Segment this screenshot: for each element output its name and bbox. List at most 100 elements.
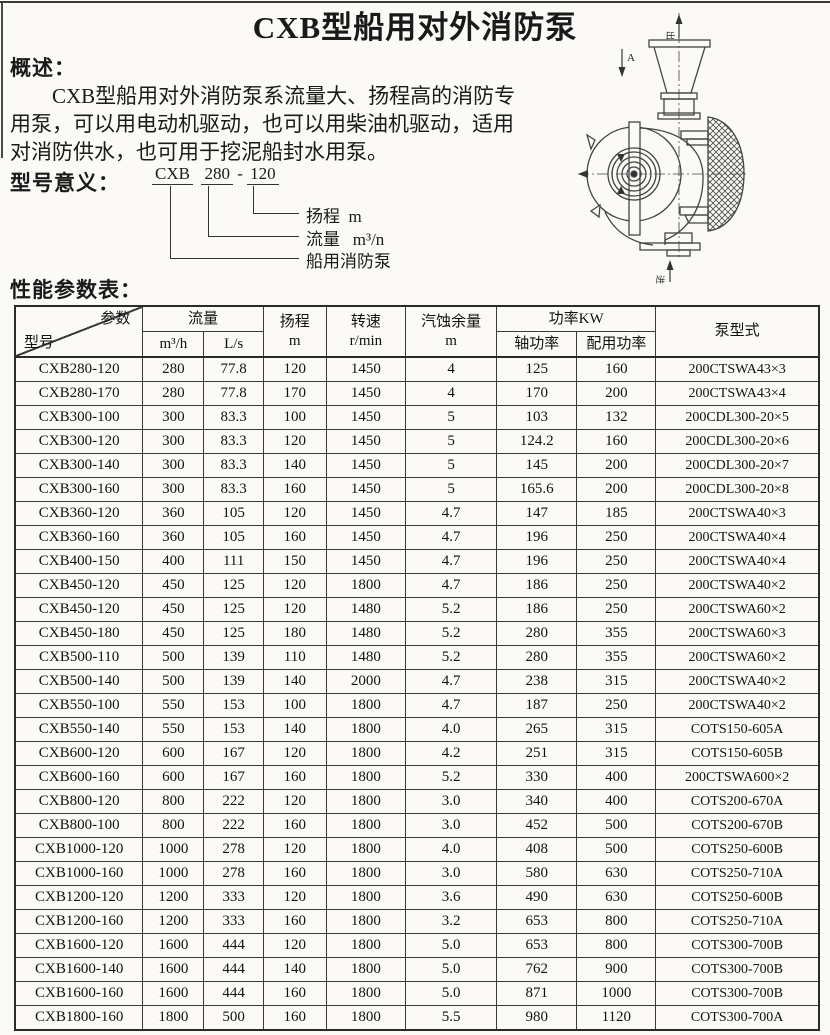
- npsh-cell: 5: [405, 405, 498, 430]
- pump-type-cell: 200CTSWA40×3: [655, 501, 820, 526]
- head-cell: 120: [262, 501, 327, 526]
- flow-ls-cell: 105: [203, 525, 264, 550]
- table-row: CXB360-160 360 105 160 1450 4.7 196 250 200CTSWA…: [14, 525, 820, 550]
- model-cell: CXB1800-160: [14, 1005, 144, 1031]
- flow-ls-cell: 153: [203, 693, 264, 718]
- scan-border-top: [0, 1, 830, 3]
- shaft-power-cell: 147: [496, 501, 578, 526]
- pump-type-cell: COTS250-600B: [655, 885, 820, 910]
- rated-power-cell: 800: [576, 933, 657, 958]
- pump-type-cell: COTS300-700B: [655, 933, 820, 958]
- head-unit: m: [288, 332, 301, 349]
- rated-power-cell: 250: [576, 573, 657, 598]
- flow-ls-cell: 444: [203, 933, 264, 958]
- shaft-power-cell: 762: [496, 957, 578, 982]
- table-row: CXB1200-120 1200 333 120 1800 3.6 490 630 COTS25…: [14, 885, 820, 910]
- model-code-flow: 280: [201, 164, 233, 185]
- speed-cell: 1450: [325, 549, 407, 574]
- shaft-power-cell: 452: [496, 813, 578, 838]
- performance-table-body: CXB280-120 280 77.8 120 1450 4 125 160 200CTSWA4…: [14, 356, 820, 1031]
- flow-ls-cell: 125: [203, 573, 264, 598]
- col-header-npsh: 汽蚀余量 m: [405, 305, 498, 358]
- table-row: CXB800-100 800 222 160 1800 3.0 452 500 COTS200-…: [14, 813, 820, 838]
- discharge-pipe: [639, 232, 701, 257]
- pump-type-cell: 200CDL300-20×8: [655, 477, 820, 502]
- col-header-pump-type: 泵型式: [655, 305, 820, 358]
- model-cell: CXB550-100: [14, 693, 144, 718]
- rated-power-cell: 1000: [576, 981, 657, 1006]
- npsh-cell: 5: [405, 453, 498, 478]
- connector-flow: [208, 186, 299, 237]
- rated-power-cell: 250: [576, 525, 657, 550]
- speed-cell: 1450: [325, 501, 407, 526]
- rated-power-cell: 355: [576, 645, 657, 670]
- npsh-cell: 3.0: [405, 789, 498, 814]
- head-cell: 180: [262, 621, 327, 646]
- flow-m3h-cell: 450: [142, 573, 205, 598]
- npsh-cell: 4: [405, 356, 498, 382]
- head-cell: 160: [262, 861, 327, 886]
- npsh-cell: 3.2: [405, 909, 498, 934]
- npsh-unit: m: [445, 332, 457, 349]
- flow-m3h-cell: 600: [142, 765, 205, 790]
- speed-cell: 1450: [325, 405, 407, 430]
- shaft-power-cell: 340: [496, 789, 578, 814]
- npsh-cell: 4: [405, 381, 498, 406]
- inlet-label: 进: [655, 275, 665, 284]
- model-cell: CXB1000-160: [14, 861, 144, 886]
- shaft-power-cell: 280: [496, 645, 578, 670]
- shaft-power-cell: 170: [496, 381, 578, 406]
- npsh-cell: 3.0: [405, 861, 498, 886]
- rated-power-cell: 630: [576, 885, 657, 910]
- flow-ls-cell: 83.3: [203, 429, 264, 454]
- npsh-cell: 3.0: [405, 813, 498, 838]
- pump-type-cell: COTS250-600B: [655, 837, 820, 862]
- head-cell: 170: [262, 381, 327, 406]
- table-row: CXB450-180 450 125 180 1480 5.2 280 355 200CTSWA…: [14, 621, 820, 646]
- flow-ls-cell: 105: [203, 501, 264, 526]
- pump-type-cell: 200CTSWA60×3: [655, 621, 820, 646]
- head-cell: 120: [262, 837, 327, 862]
- shaft-power-cell: 187: [496, 693, 578, 718]
- pump-type-cell: COTS250-710A: [655, 909, 820, 934]
- head-cell: 160: [262, 909, 327, 934]
- npsh-cell: 4.7: [405, 573, 498, 598]
- flow-ls-cell: 83.3: [203, 405, 264, 430]
- pump-type-cell: COTS200-670A: [655, 789, 820, 814]
- pump-type-cell: COTS300-700B: [655, 957, 820, 982]
- head-cell: 120: [262, 356, 327, 382]
- rated-power-cell: 250: [576, 693, 657, 718]
- section-a-label: A: [627, 52, 635, 64]
- model-cell: CXB300-100: [14, 405, 144, 430]
- table-row: CXB500-110 500 139 110 1480 5.2 280 355 200CTSWA…: [14, 645, 820, 670]
- model-cell: CXB1600-140: [14, 957, 144, 982]
- rated-power-cell: 500: [576, 813, 657, 838]
- shaft-power-cell: 124.2: [496, 429, 578, 454]
- shaft-power-cell: 490: [496, 885, 578, 910]
- head-cell: 120: [262, 885, 327, 910]
- model-cell: CXB1000-120: [14, 837, 144, 862]
- table-row: CXB550-140 550 153 140 1800 4.0 265 315 COTS150-…: [14, 717, 820, 742]
- flow-m3h-cell: 550: [142, 693, 205, 718]
- pump-type-cell: COTS200-670B: [655, 813, 820, 838]
- table-row: CXB280-120 280 77.8 120 1450 4 125 160 200CTSWA4…: [14, 356, 820, 382]
- flow-ls-cell: 139: [203, 645, 264, 670]
- overview-heading: 概述：: [10, 56, 76, 80]
- model-code-head: 120: [247, 164, 279, 185]
- flow-ls-cell: 125: [203, 621, 264, 646]
- flow-m3h-cell: 400: [142, 549, 205, 574]
- table-row: CXB600-120 600 167 120 1800 4.2 251 315 COTS150-…: [14, 741, 820, 766]
- model-cell: CXB280-170: [14, 381, 144, 406]
- head-cell: 160: [262, 813, 327, 838]
- flow-m3h-cell: 300: [142, 429, 205, 454]
- shaft-power-cell: 165.6: [496, 477, 578, 502]
- flow-ls-cell: 77.8: [203, 381, 264, 406]
- flow-m3h-cell: 550: [142, 717, 205, 742]
- head-cell: 120: [262, 429, 327, 454]
- npsh-cell: 5.2: [405, 765, 498, 790]
- flow-ls-cell: 167: [203, 741, 264, 766]
- rated-power-cell: 315: [576, 717, 657, 742]
- flow-m3h-cell: 300: [142, 405, 205, 430]
- npsh-cell: 5.5: [405, 1005, 498, 1031]
- col-header-flow: 流量: [142, 305, 264, 332]
